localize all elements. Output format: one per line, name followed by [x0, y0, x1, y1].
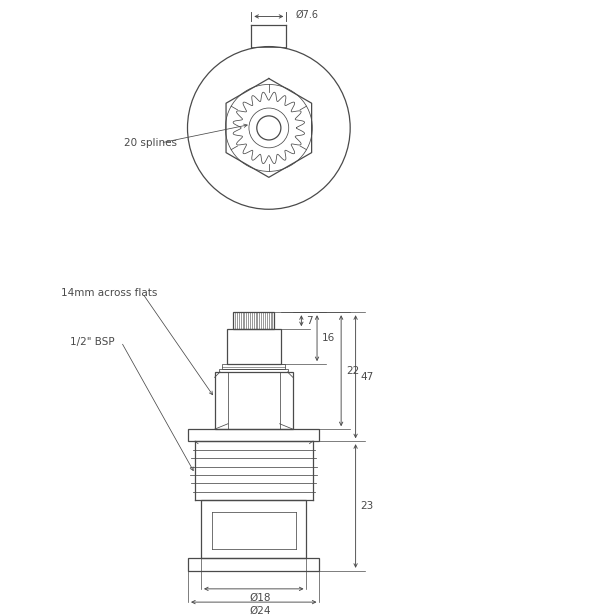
Bar	[219, 369, 288, 372]
Bar	[188, 429, 320, 441]
Text: 23: 23	[360, 501, 374, 511]
Text: Ø18: Ø18	[249, 593, 270, 603]
Bar	[188, 557, 320, 571]
Text: 7: 7	[306, 316, 313, 326]
Text: 16: 16	[322, 333, 335, 343]
Text: 20 splines: 20 splines	[124, 138, 177, 148]
Text: 14mm across flats: 14mm across flats	[61, 288, 157, 298]
Text: 47: 47	[360, 372, 374, 382]
Text: 1/2" BSP: 1/2" BSP	[70, 337, 115, 347]
Text: 22: 22	[346, 366, 359, 376]
Text: Ø7.6: Ø7.6	[295, 10, 318, 20]
Bar	[227, 329, 281, 364]
Bar	[201, 500, 307, 557]
Text: Ø24: Ø24	[249, 606, 270, 616]
Bar	[233, 312, 274, 329]
Bar	[222, 364, 285, 369]
Bar	[214, 372, 293, 429]
